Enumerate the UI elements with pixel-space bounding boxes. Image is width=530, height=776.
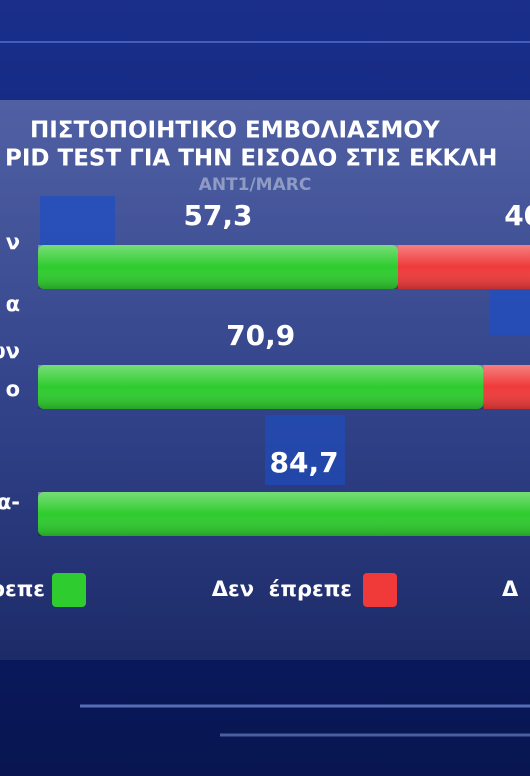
title-line: PID TEST ΓΙΑ ΤΗΝ ΕΙΣΟΔΟ ΣΤΙΣ ΕΚΚΛΗ [5, 146, 497, 172]
legend-swatch [52, 573, 86, 607]
bar-shine [38, 245, 399, 289]
legend-swatch [363, 573, 397, 607]
value-label: 57,3 [183, 199, 252, 232]
category-label: α [6, 292, 20, 316]
category-label: ν [6, 230, 20, 254]
subtitle: ANT1/MARC [199, 175, 312, 195]
bar-shine [38, 492, 530, 536]
deco-square [490, 290, 530, 335]
bar-shine [38, 365, 484, 409]
value-label: 84,7 [270, 446, 339, 479]
bar-shine [398, 245, 530, 289]
title-line: ΠΙΣΤΟΠΟΙΗΤΙΚΟ ΕΜΒΟΛΙΑΣΜΟΥ [30, 118, 440, 144]
value-label: 40 [504, 199, 530, 232]
legend-label: Δεν έπρεπε [212, 577, 352, 601]
category-label: υν [0, 339, 20, 363]
legend-label: έπρεπε [0, 577, 45, 601]
legend-label: Δ [502, 577, 519, 601]
plot: ν α υν ο α- 57,3 40 70,9 84,7 έπρεπε Δεν έπρεπε Δ [0, 199, 530, 607]
bar-shine [483, 365, 530, 409]
category-label: α- [0, 490, 20, 514]
category-label: ο [6, 377, 20, 401]
deco-square [265, 415, 345, 485]
value-label: 70,9 [226, 319, 295, 352]
